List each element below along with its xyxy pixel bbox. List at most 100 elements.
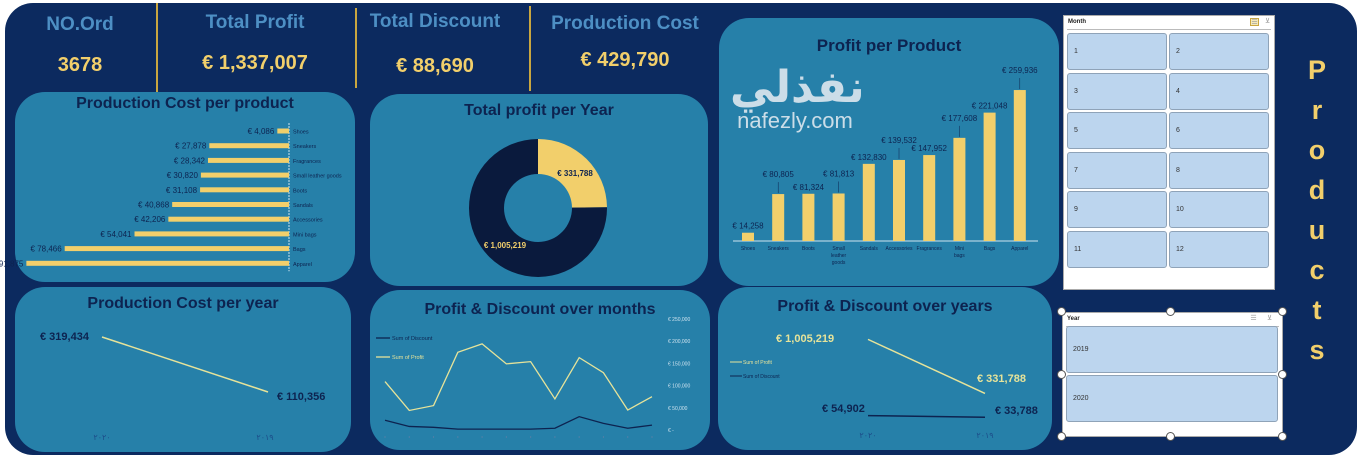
slicer-item-month-4[interactable]: 4 xyxy=(1169,72,1269,110)
divider xyxy=(156,3,158,93)
line-series-discount xyxy=(384,415,653,430)
category-label: Boots xyxy=(802,246,815,252)
divider xyxy=(1067,29,1271,30)
data-label: € 259,936 xyxy=(1002,66,1038,75)
category-label: Shoes xyxy=(741,246,756,252)
category-label: Apparel xyxy=(293,262,312,268)
bar xyxy=(134,231,289,237)
bar xyxy=(953,137,966,241)
kpi-value: € 429,790 xyxy=(580,49,670,71)
clear-filter-icon[interactable]: ⊻ xyxy=(1266,315,1273,322)
category-label: Mini xyxy=(955,246,964,252)
data-label: € 331,788 xyxy=(557,169,593,178)
production-cost-per-year-panel: Production Cost per year xyxy=(15,287,351,452)
slicer-item-month-7[interactable]: 7 xyxy=(1067,151,1167,189)
data-label: € 110,356 xyxy=(277,391,325,403)
resize-handle[interactable] xyxy=(1057,307,1066,316)
kpi-orders: NO.Ord 3678 xyxy=(15,14,145,77)
slicer-item-month-11[interactable]: 11 xyxy=(1067,230,1167,268)
chart-title: Production Cost per product xyxy=(76,95,294,112)
clear-filter-icon[interactable]: ⊻ xyxy=(1264,18,1271,25)
slicer-item-month-9[interactable]: 9 xyxy=(1067,191,1167,228)
resize-handle[interactable] xyxy=(1166,432,1175,441)
data-label: € 91,875 xyxy=(0,259,24,268)
x-tick-label: ٢٠٢٠ xyxy=(859,431,876,440)
category-label: Bags xyxy=(984,246,996,252)
bar xyxy=(983,112,996,241)
slicer-item-month-2[interactable]: 2 xyxy=(1169,33,1269,70)
legend-label: Sum of Discount xyxy=(743,374,780,380)
slicer-item-month-8[interactable]: 8 xyxy=(1169,151,1269,189)
slicer-item-2019[interactable]: 2019 xyxy=(1066,326,1278,373)
resize-handle[interactable] xyxy=(1166,307,1175,316)
bar xyxy=(64,246,289,252)
bar xyxy=(209,143,289,149)
multi-select-icon[interactable]: ☰ xyxy=(1250,315,1257,322)
y-tick-label: € - xyxy=(668,428,674,434)
category-label: Small xyxy=(832,246,845,252)
x-tick-label: ٢٠١٩ xyxy=(976,431,993,440)
bar xyxy=(893,159,905,241)
slicer-item-month-5[interactable]: 5 xyxy=(1067,112,1167,149)
year-slicer: Year ☰ ⊻ 2019 2020 xyxy=(1062,312,1283,437)
bar xyxy=(168,216,289,222)
chart-title: Production Cost per year xyxy=(87,295,279,312)
kpi-value: € 1,337,007 xyxy=(202,52,308,74)
resize-handle[interactable] xyxy=(1278,307,1287,316)
bar xyxy=(862,163,875,241)
data-label: € 319,434 xyxy=(40,331,90,343)
resize-handle[interactable] xyxy=(1278,370,1287,379)
kpi-total-profit: Total Profit € 1,337,007 xyxy=(165,12,345,75)
donut-slice xyxy=(469,139,607,277)
kpi-title: NO.Ord xyxy=(46,14,114,35)
data-label: € 54,041 xyxy=(100,230,132,239)
resize-handle[interactable] xyxy=(1057,432,1066,441)
data-label: € 147,952 xyxy=(911,144,947,153)
data-label: € 331,788 xyxy=(977,373,1026,385)
slicer-item-2020[interactable]: 2020 xyxy=(1066,375,1278,422)
slicer-title: Year xyxy=(1067,316,1080,322)
category-label: Boots xyxy=(293,188,307,194)
category-label: Sneakers xyxy=(768,246,790,252)
legend-label: Sum of Profit xyxy=(743,360,773,366)
x-tick-label: ٢٠١٩ xyxy=(256,433,273,442)
data-label: € 177,608 xyxy=(942,114,978,123)
y-tick-label: € 250,000 xyxy=(668,317,690,323)
bar xyxy=(832,193,845,241)
data-label: € 1,005,219 xyxy=(484,241,527,250)
category-label: Small leather goods xyxy=(293,174,342,180)
slicer-item-month-12[interactable]: 12 xyxy=(1169,230,1269,268)
slicer-item-month-1[interactable]: 1 xyxy=(1067,33,1167,70)
data-label: € 132,830 xyxy=(851,153,887,162)
data-label: € 221,048 xyxy=(972,102,1008,111)
category-label: Accessories xyxy=(886,246,913,252)
side-label-letter: c xyxy=(1309,255,1325,285)
chart-title: Profit & Discount over months xyxy=(424,301,656,318)
data-label: € 54,902 xyxy=(822,403,865,415)
side-label-letter: t xyxy=(1312,295,1322,325)
slicer-title: Month xyxy=(1068,19,1086,25)
bar xyxy=(172,202,289,207)
data-label: € 28,342 xyxy=(174,156,206,165)
data-label: € 139,532 xyxy=(881,136,917,145)
side-label-letter: P xyxy=(1307,55,1326,85)
kpi-title: Production Cost xyxy=(551,13,699,34)
resize-handle[interactable] xyxy=(1057,370,1066,379)
legend-label: Sum of Profit xyxy=(392,355,424,361)
data-label: € 27,878 xyxy=(175,142,207,151)
slicer-item-month-3[interactable]: 3 xyxy=(1067,72,1167,110)
bar xyxy=(200,187,289,193)
chart-title: Total profit per Year xyxy=(464,102,614,119)
category-label: bags xyxy=(954,253,965,259)
resize-handle[interactable] xyxy=(1278,432,1287,441)
bar xyxy=(26,260,290,266)
multi-select-icon[interactable]: ☰ xyxy=(1250,18,1259,26)
slicer-item-month-10[interactable]: 10 xyxy=(1169,191,1269,228)
data-label: € 81,813 xyxy=(823,169,855,178)
data-label: € 1,005,219 xyxy=(776,333,834,345)
slicer-item-month-6[interactable]: 6 xyxy=(1169,112,1269,149)
data-label: € 14,258 xyxy=(732,222,764,231)
data-label: € 33,788 xyxy=(995,405,1038,417)
kpi-value: € 88,690 xyxy=(396,55,474,77)
